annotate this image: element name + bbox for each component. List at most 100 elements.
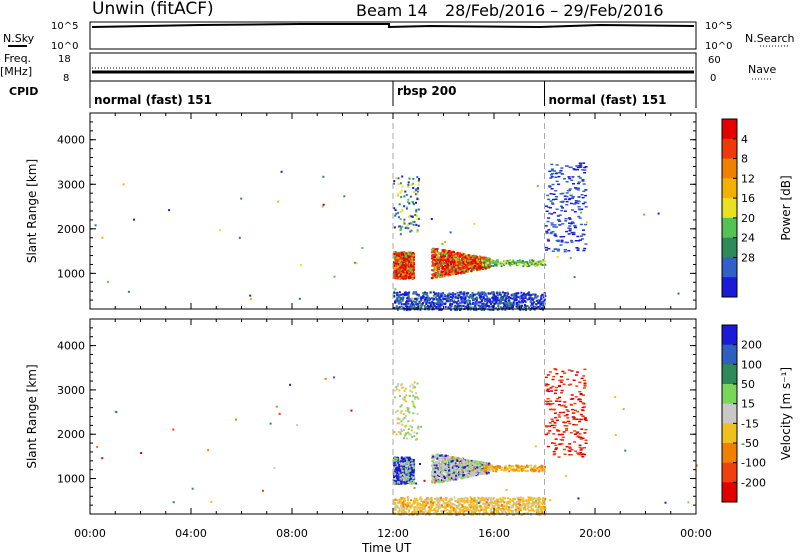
data-cell [407, 186, 410, 189]
data-cell [540, 295, 543, 298]
data-cell [400, 293, 403, 296]
data-cell [400, 482, 403, 485]
data-cell [405, 273, 408, 275]
data-cell [478, 460, 481, 463]
data-cell [445, 459, 448, 462]
data-cell [437, 258, 440, 261]
data-cell [462, 264, 465, 266]
data-cell [462, 261, 465, 264]
data-cell [577, 206, 581, 208]
data-cell [457, 476, 460, 479]
data-cell [552, 198, 555, 201]
data-cell [399, 474, 402, 476]
data-cell [433, 463, 436, 466]
data-cell [434, 267, 437, 270]
data-cell [443, 252, 446, 255]
data-cell [556, 215, 560, 217]
data-cell [546, 220, 550, 223]
data-cell [443, 293, 446, 296]
data-cell [479, 264, 482, 267]
data-cell [532, 302, 535, 305]
data-cell [449, 473, 452, 476]
data-cell [515, 305, 518, 308]
data-cell [576, 168, 579, 171]
data-cell [479, 266, 482, 269]
data-cell [575, 247, 579, 249]
data-cell [430, 251, 433, 254]
data-cell [396, 475, 399, 478]
data-cell [412, 467, 415, 470]
data-cell [464, 261, 467, 264]
data-cell [492, 262, 495, 264]
data-cell [551, 202, 554, 204]
data-cell [444, 295, 447, 298]
data-cell [512, 260, 515, 263]
data-cell [441, 303, 444, 306]
data-cell [449, 304, 451, 307]
data-cell [489, 292, 492, 295]
data-cell [528, 291, 531, 294]
data-cell [448, 298, 451, 301]
data-cell [405, 308, 408, 311]
data-cell [482, 302, 485, 305]
data-cell [461, 457, 464, 460]
data-cell [396, 294, 399, 296]
data-cell [580, 238, 584, 240]
data-cell [474, 298, 477, 301]
data-cell [404, 473, 407, 476]
data-cell [445, 251, 447, 254]
data-cell [441, 267, 444, 270]
data-cell [449, 273, 451, 276]
data-cell [410, 473, 413, 476]
data-cell [522, 265, 525, 268]
data-cell [409, 214, 411, 217]
data-cell [433, 474, 436, 477]
cpid-segment-label: rbsp 200 [397, 84, 456, 98]
data-cell [462, 297, 465, 300]
data-cell [554, 235, 558, 237]
data-cell [471, 268, 474, 271]
data-cell [409, 275, 412, 278]
nsky-tick-top: 10^5 [51, 21, 78, 32]
data-cell [536, 295, 539, 298]
data-cell [485, 303, 488, 306]
data-cell [487, 471, 490, 474]
data-cell [436, 454, 439, 457]
data-cell [545, 232, 549, 234]
data-cell [446, 479, 449, 482]
data-cell [554, 226, 558, 228]
data-cell [412, 474, 415, 477]
data-cell [433, 473, 435, 476]
data-cell [556, 250, 560, 252]
data-cell [447, 258, 450, 261]
data-cell [433, 264, 436, 267]
data-cell [528, 298, 531, 301]
data-cell [462, 471, 464, 474]
data-cell [535, 303, 538, 306]
data-cell [455, 254, 457, 257]
data-cell [542, 259, 545, 262]
data-cell [550, 176, 554, 178]
data-cell [480, 258, 483, 261]
data-cell [435, 258, 438, 261]
data-cell [417, 187, 419, 190]
data-cell [471, 264, 474, 267]
data-cell [433, 298, 436, 301]
data-cell [498, 301, 501, 304]
data-cell [398, 480, 401, 482]
data-cell [520, 305, 523, 307]
data-cell [465, 267, 468, 270]
data-cell [465, 299, 468, 302]
data-cell [548, 185, 552, 187]
data-cell [568, 188, 572, 190]
data-cell [435, 260, 438, 263]
data-cell [517, 292, 520, 295]
data-cell [559, 193, 563, 195]
data-cell [480, 470, 483, 473]
data-cell [545, 210, 549, 212]
data-cell [489, 308, 492, 311]
data-cell [507, 304, 510, 307]
data-cell [490, 302, 493, 305]
data-cell [496, 261, 499, 264]
data-cell [453, 299, 456, 302]
